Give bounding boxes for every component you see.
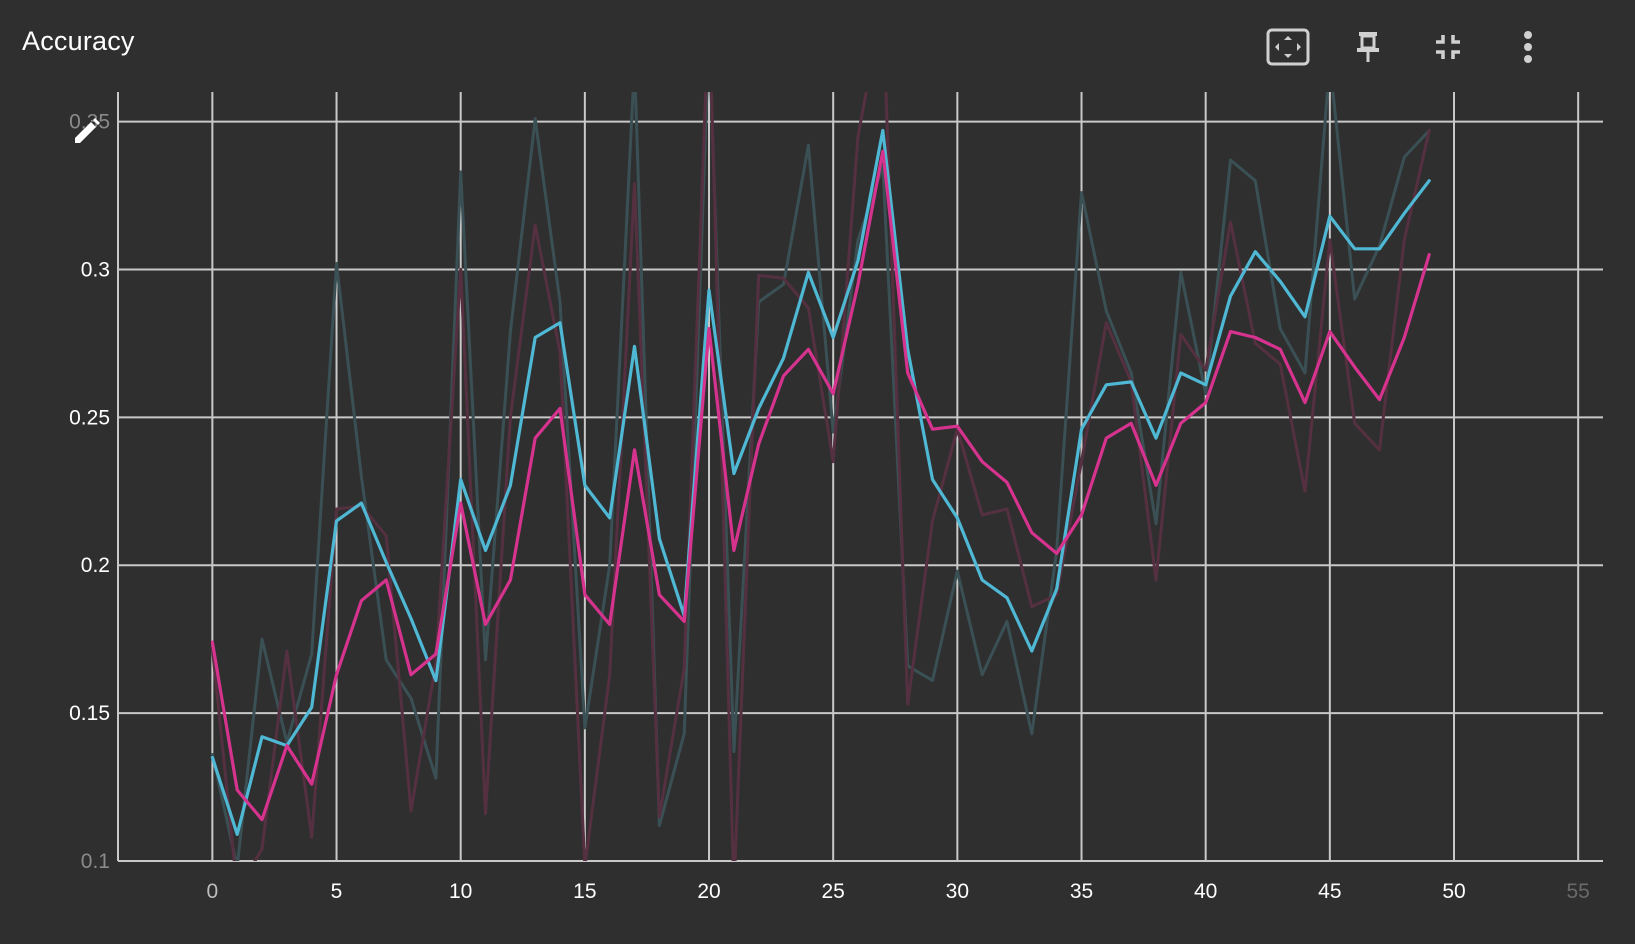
tick-labels: 0 5 10 15 20 25 30 35 40 45 50 55 0.1 0.15 0.2 0.25 0.3 0…: [69, 111, 1590, 903]
series-line-smoothed-magenta: [210, 149, 1431, 822]
pin-button[interactable]: [1343, 24, 1393, 70]
fit-domain-button[interactable]: [1263, 24, 1313, 70]
x-tick-label: 35: [1070, 880, 1093, 903]
x-tick-label: 30: [946, 880, 969, 903]
y-tick-label: 0.1: [81, 850, 110, 873]
x-tick-label: 0: [207, 880, 219, 903]
x-tick-label: 50: [1442, 880, 1465, 903]
x-tick-label: 10: [449, 880, 472, 903]
x-tick-label: 5: [331, 880, 343, 903]
series-line-raw-cyan: [210, 92, 1431, 861]
x-tick-label: 45: [1318, 880, 1341, 903]
collapse-button[interactable]: [1423, 24, 1473, 70]
x-tick-label: 15: [573, 880, 596, 903]
pin-icon: [1357, 32, 1379, 62]
chart-title: Accuracy: [22, 26, 135, 56]
x-tick-label: 55: [1566, 880, 1589, 903]
series-line-raw-magenta: [210, 92, 1431, 861]
y-tick-label: 0.2: [81, 554, 110, 577]
x-tick-label: 20: [697, 880, 720, 903]
y-tick-label: 0.35: [69, 111, 110, 134]
x-tick-label: 25: [822, 880, 845, 903]
fit-screen-icon: [1266, 28, 1310, 66]
more-options-button[interactable]: [1503, 24, 1553, 70]
x-tick-label: 40: [1194, 880, 1217, 903]
series-lines: [210, 92, 1431, 861]
pencil-icon[interactable]: [75, 118, 100, 143]
fullscreen-exit-icon: [1436, 35, 1460, 59]
y-tick-label: 0.25: [69, 406, 110, 429]
grid: [118, 92, 1603, 862]
y-tick-label: 0.3: [81, 258, 110, 281]
edit-axis-control[interactable]: [75, 118, 100, 143]
y-tick-label: 0.15: [69, 702, 110, 725]
axes: [117, 92, 1603, 862]
series-line-smoothed-cyan: [210, 128, 1431, 837]
more-vert-icon: [1524, 31, 1532, 63]
